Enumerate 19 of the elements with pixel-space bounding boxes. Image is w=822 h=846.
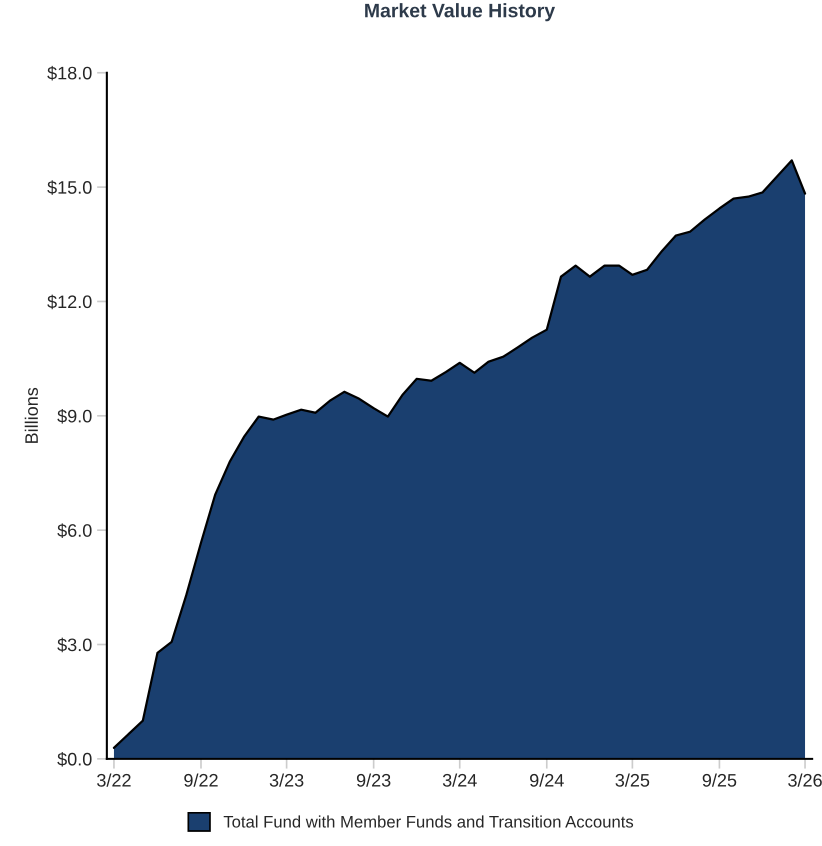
x-tick-label: 9/23: [356, 773, 390, 787]
y-tick-label: $12.0: [47, 294, 92, 310]
y-tick-label: $6.0: [57, 523, 92, 538]
x-tick-label: 3/24: [442, 773, 477, 787]
x-tick-label: 9/25: [702, 773, 736, 787]
y-tick-label: $3.0: [57, 638, 92, 652]
x-tick-label: 3/26: [788, 773, 822, 787]
y-tick-label: $18.0: [47, 66, 92, 81]
y-tick-label: $15.0: [47, 180, 92, 195]
legend-label: Total Fund with Member Funds and Transition Accounts: [224, 815, 634, 828]
y-axis-title: Billions: [24, 388, 38, 443]
x-tick-label: 9/24: [530, 773, 564, 787]
x-tick-label: 3/23: [270, 773, 304, 787]
x-tick-label: 3/22: [97, 773, 131, 787]
chart-title: Market Value History: [365, 3, 556, 22]
y-tick-label: $9.0: [57, 408, 92, 424]
x-tick-label: 3/25: [616, 773, 650, 787]
y-tick-label: $0.0: [57, 752, 92, 767]
x-tick-label: 9/22: [184, 773, 218, 787]
